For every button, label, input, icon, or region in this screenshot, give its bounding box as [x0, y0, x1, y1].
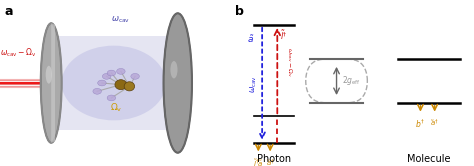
Ellipse shape [42, 52, 61, 114]
Ellipse shape [98, 80, 106, 86]
Text: $\omega_{\rm cav}$: $\omega_{\rm cav}$ [111, 15, 130, 25]
Ellipse shape [124, 82, 135, 91]
Text: $\tilde{a}^{\dagger}$: $\tilde{a}^{\dagger}$ [430, 118, 439, 129]
Ellipse shape [46, 33, 56, 133]
Ellipse shape [107, 70, 116, 76]
Text: $2g_{\rm eff}$: $2g_{\rm eff}$ [342, 74, 361, 87]
Ellipse shape [164, 42, 192, 124]
Text: $b^{\dagger}$: $b^{\dagger}$ [415, 118, 426, 130]
Ellipse shape [170, 61, 177, 79]
Text: $\Omega_{\rm v}$: $\Omega_{\rm v}$ [110, 102, 122, 114]
Text: Molecule: Molecule [407, 154, 451, 164]
Text: b: b [235, 5, 244, 18]
Ellipse shape [41, 23, 62, 143]
Ellipse shape [115, 80, 127, 90]
Text: $\omega_{\rm cav}$: $\omega_{\rm cav}$ [249, 75, 259, 93]
Text: $\omega_{\rm cav} - \Omega_{\rm v}$: $\omega_{\rm cav} - \Omega_{\rm v}$ [0, 47, 36, 59]
Text: $\tilde{a}$: $\tilde{a}$ [247, 33, 255, 45]
Ellipse shape [47, 28, 55, 138]
Ellipse shape [102, 73, 111, 79]
Text: $\omega_{\rm cav} - \Omega_{\rm v}$: $\omega_{\rm cav} - \Omega_{\rm v}$ [285, 47, 294, 77]
Ellipse shape [44, 42, 58, 124]
Ellipse shape [43, 47, 60, 119]
Ellipse shape [45, 38, 57, 128]
Polygon shape [51, 23, 55, 143]
Ellipse shape [46, 66, 52, 84]
Text: $\tilde{a}^{\dagger}$: $\tilde{a}^{\dagger}$ [266, 158, 274, 166]
Ellipse shape [62, 46, 166, 120]
Ellipse shape [173, 13, 182, 153]
Ellipse shape [165, 38, 191, 128]
Text: $\tilde{l}^{\dagger}\tilde{a}$: $\tilde{l}^{\dagger}\tilde{a}$ [253, 158, 264, 166]
Ellipse shape [169, 26, 186, 140]
Ellipse shape [117, 68, 125, 74]
Text: a: a [5, 5, 13, 18]
Ellipse shape [107, 95, 116, 101]
Ellipse shape [171, 22, 185, 144]
Ellipse shape [48, 23, 55, 143]
Ellipse shape [41, 57, 62, 109]
Ellipse shape [93, 88, 101, 94]
Polygon shape [55, 36, 173, 130]
Text: Photon: Photon [257, 154, 291, 164]
Ellipse shape [164, 13, 192, 153]
Ellipse shape [166, 34, 189, 132]
Ellipse shape [131, 73, 139, 79]
Text: $\tilde{l}^{\dagger}$: $\tilde{l}^{\dagger}$ [280, 28, 287, 42]
Ellipse shape [168, 30, 188, 136]
Ellipse shape [172, 17, 183, 149]
